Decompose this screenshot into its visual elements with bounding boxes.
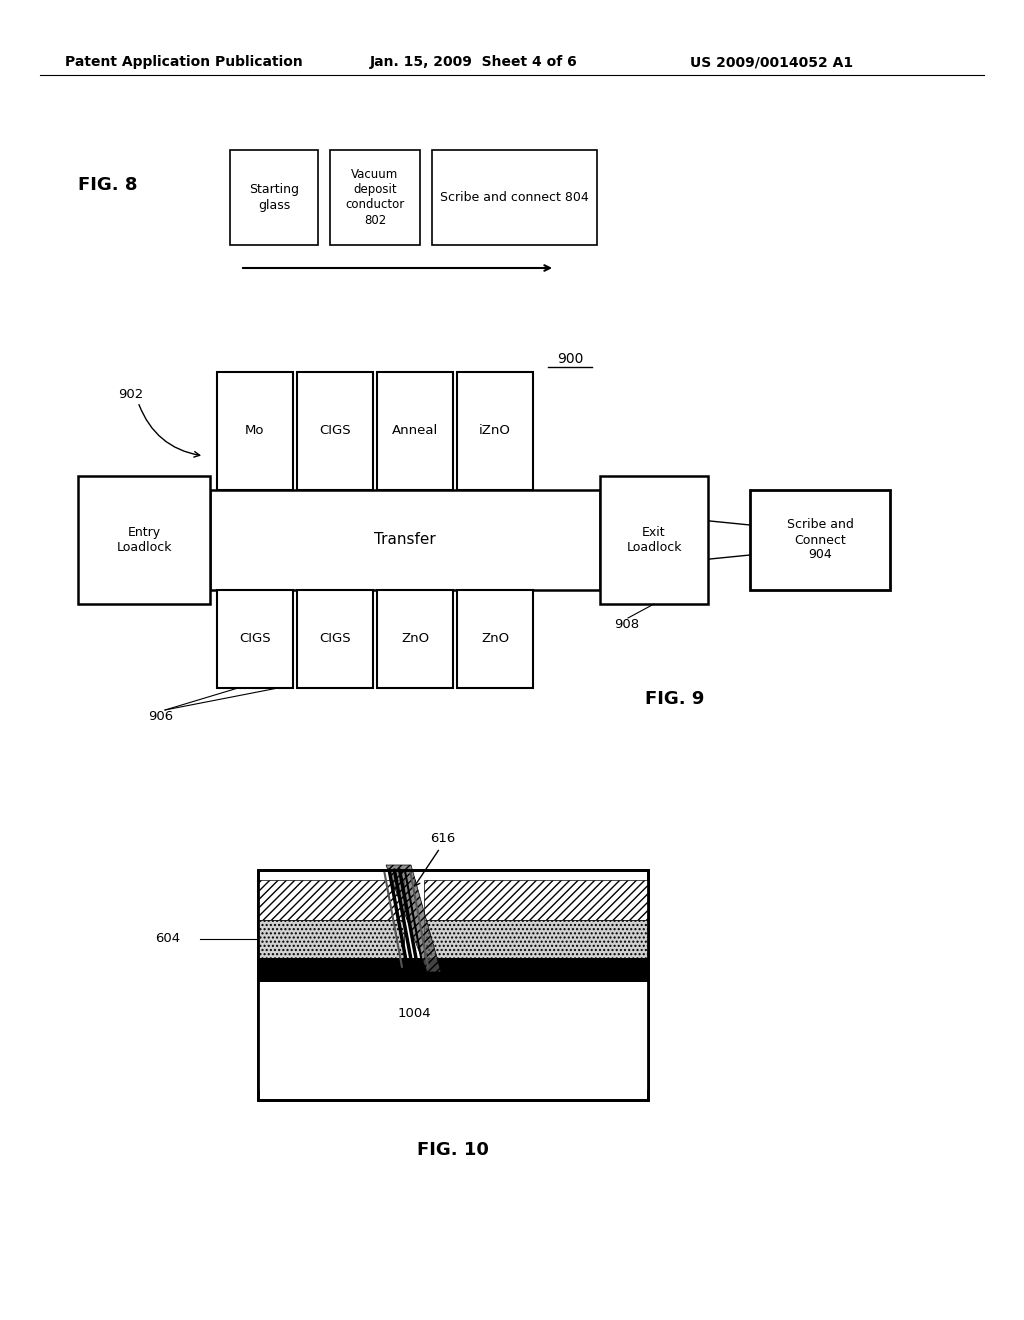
Text: CIGS: CIGS — [319, 632, 351, 645]
Text: Exit
Loadlock: Exit Loadlock — [627, 525, 682, 554]
Bar — [258, 920, 404, 958]
Bar — [230, 150, 318, 246]
Text: Starting
glass: Starting glass — [249, 183, 299, 211]
Bar — [297, 590, 373, 688]
Bar — [217, 590, 293, 688]
Text: Vacuum
deposit
conductor
802: Vacuum deposit conductor 802 — [345, 169, 404, 227]
Text: 616: 616 — [430, 832, 456, 845]
Text: Patent Application Publication: Patent Application Publication — [65, 55, 303, 69]
Bar — [377, 590, 453, 688]
Bar — [457, 590, 534, 688]
Bar — [217, 372, 293, 490]
Text: ZnO: ZnO — [481, 632, 509, 645]
Bar — [330, 150, 420, 246]
Text: ZnO: ZnO — [401, 632, 429, 645]
Bar — [258, 870, 648, 1100]
Text: Anneal: Anneal — [392, 425, 438, 437]
Text: Entry
Loadlock: Entry Loadlock — [117, 525, 172, 554]
Bar — [377, 372, 453, 490]
Bar — [750, 490, 890, 590]
Text: CIGS: CIGS — [240, 632, 270, 645]
Bar — [258, 958, 648, 982]
Bar — [258, 870, 648, 1100]
Bar — [424, 880, 648, 920]
Text: 900: 900 — [557, 352, 584, 366]
Bar — [297, 372, 373, 490]
Bar — [258, 982, 648, 1090]
Text: 906: 906 — [148, 710, 173, 723]
Text: 902: 902 — [118, 388, 143, 401]
Text: FIG. 8: FIG. 8 — [78, 176, 137, 194]
Bar — [600, 477, 708, 605]
Text: Scribe and
Connect
904: Scribe and Connect 904 — [786, 519, 853, 561]
Text: CIGS: CIGS — [319, 425, 351, 437]
Text: iZnO: iZnO — [479, 425, 511, 437]
Text: 908: 908 — [614, 618, 639, 631]
Text: FIG. 9: FIG. 9 — [645, 690, 705, 708]
Text: Mo: Mo — [246, 425, 265, 437]
Bar — [457, 372, 534, 490]
Bar — [78, 477, 210, 605]
Text: Jan. 15, 2009  Sheet 4 of 6: Jan. 15, 2009 Sheet 4 of 6 — [370, 55, 578, 69]
Text: Transfer: Transfer — [374, 532, 436, 548]
Bar — [258, 880, 404, 920]
Text: US 2009/0014052 A1: US 2009/0014052 A1 — [690, 55, 853, 69]
Bar — [210, 490, 600, 590]
Text: 1004: 1004 — [397, 1007, 431, 1020]
Bar — [424, 920, 648, 958]
Text: 604: 604 — [155, 932, 180, 945]
Text: FIG. 10: FIG. 10 — [417, 1140, 488, 1159]
Bar — [432, 150, 597, 246]
Text: Scribe and connect 804: Scribe and connect 804 — [440, 191, 589, 205]
Polygon shape — [386, 865, 441, 972]
